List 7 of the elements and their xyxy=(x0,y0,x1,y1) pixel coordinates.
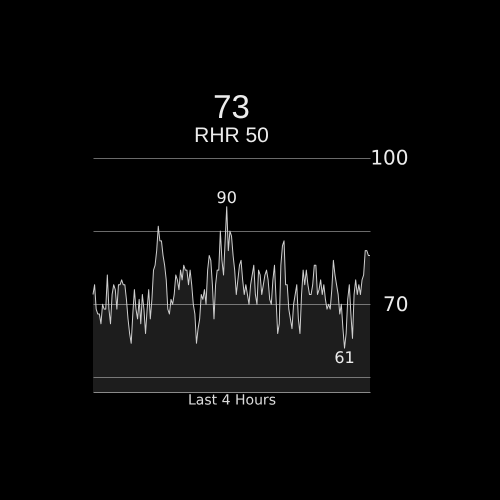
chart-title: 73 xyxy=(213,88,250,125)
x-axis-title: Last 4 Hours xyxy=(188,392,276,408)
y-tick-label: 100 xyxy=(370,146,408,170)
y-tick-label: 70 xyxy=(383,292,408,316)
annotation: 90 xyxy=(216,188,237,207)
annotation: 61 xyxy=(334,348,355,368)
chart-subtitle: RHR 50 xyxy=(194,124,269,147)
